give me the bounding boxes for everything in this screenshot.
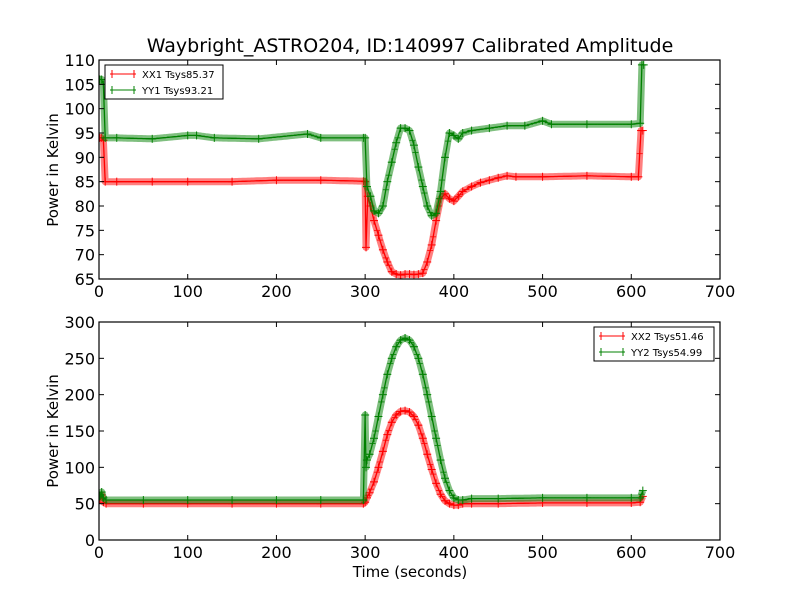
data-point-xx1 [454,192,463,201]
data-point-xx2 [436,490,445,499]
data-point-yy2 [387,354,396,363]
top-subplot: 0 100 200 300 400 500 600 700 65 70 75 80 85 90 95 100 1… [44,51,735,301]
data-point-yy2 [638,486,647,495]
y-tick-label: 150 [64,422,95,441]
data-point-yy2 [396,336,405,345]
y-tick-label: 0 [85,531,95,550]
y-tick-label: 65 [75,270,95,289]
x-tick-label: 600 [616,282,647,301]
x-tick-label: 100 [172,543,203,562]
x-tick-label: 100 [172,282,203,301]
top-legend-label-xx1: XX1 Tsys85.37 [142,70,215,81]
data-point-xx1 [427,240,436,249]
data-point-yy1 [436,187,445,196]
data-point-xx1 [467,182,476,191]
y-tick-label: 110 [64,51,95,70]
bottom-legend-label-yy2: YY2 Tsys54.99 [630,348,702,359]
bottom-subplot: 0 100 200 300 400 500 600 700 0 50 100 150 200 250 300… [44,313,735,581]
x-tick-label: 700 [705,282,736,301]
x-tick-label: 300 [350,543,381,562]
data-point-xx1 [362,243,371,252]
x-tick-label: 300 [350,282,381,301]
data-point-xx1 [374,231,383,240]
y-tick-label: 80 [75,197,95,216]
y-tick-label: 90 [75,148,95,167]
data-point-xx2 [427,465,436,474]
data-point-yy1 [538,116,547,125]
data-point-yy1 [383,177,392,186]
series-line-yy2 [99,337,644,501]
x-tick-label: 600 [616,543,647,562]
x-tick-label: 200 [261,543,292,562]
y-tick-label: 70 [75,246,95,265]
bottom-legend: XX2 Tsys51.46 YY2 Tsys54.99 [593,326,715,362]
y-tick-label: 300 [64,313,95,332]
x-tick-label: 0 [94,282,104,301]
y-tick-label: 250 [64,349,95,368]
bottom-ticks: 0 100 200 300 400 500 600 700 0 50 100 150 200 250 300 [64,313,735,562]
data-point-xx1 [383,257,392,266]
data-point-xx2 [383,430,392,439]
series-band-yy2 [99,334,647,504]
data-point-xx2 [374,463,383,472]
data-point-yy1 [418,182,427,191]
top-series-layer [99,60,648,279]
data-point-xx1 [485,176,494,185]
data-point-yy2 [405,336,414,345]
data-point-yy1 [392,138,401,147]
x-tick-label: 200 [261,282,292,301]
y-tick-label: 100 [64,100,95,119]
bottom-y-axis-label: Power in Kelvin [44,374,62,488]
data-point-yy2 [370,434,379,443]
data-point-yy2 [414,354,423,363]
y-tick-label: 100 [64,458,95,477]
x-tick-label: 0 [94,543,104,562]
x-axis-label: Time (seconds) [352,563,468,581]
y-tick-label: 75 [75,221,95,240]
data-point-xx2 [418,434,427,443]
bottom-legend-box [593,326,715,362]
data-point-xx2 [445,499,454,508]
x-tick-label: 700 [705,543,736,562]
data-point-yy2 [432,434,441,443]
bottom-legend-label-xx2: XX2 Tsys51.46 [631,332,704,343]
data-point-yy1 [427,211,436,220]
y-tick-label: 50 [75,495,95,514]
x-tick-label: 500 [527,282,558,301]
x-tick-label: 500 [527,543,558,562]
top-y-axis-label: Power in Kelvin [44,113,62,227]
top-legend-box [104,64,224,100]
x-tick-label: 400 [439,282,470,301]
top-plot-frame [98,59,721,280]
top-legend: XX1 Tsys85.37 YY1 Tsys93.21 [104,64,224,100]
y-tick-label: 200 [64,386,95,405]
data-point-yy2 [362,463,371,472]
y-tick-label: 95 [75,124,95,143]
data-point-yy1 [409,141,418,150]
top-legend-label-yy1: YY1 Tsys93.21 [141,86,213,97]
y-tick-label: 105 [64,75,95,94]
x-tick-label: 400 [439,543,470,562]
y-tick-label: 85 [75,173,95,192]
top-series-clip [99,60,648,279]
data-point-yy2 [378,390,387,399]
chart-title: Waybright_ASTRO204, ID:140997 Calibrated… [147,35,674,57]
bottom-series-clip [99,333,647,510]
bottom-series-layer [99,333,647,510]
data-point-yy1 [454,134,463,143]
data-point-yy2 [99,488,106,497]
data-point-yy1 [445,129,454,137]
data-point-yy2 [440,474,449,483]
data-point-yy2 [423,390,432,399]
top-ticks: 0 100 200 300 400 500 600 700 65 70 75 80 85 90 95 100 1… [64,51,735,301]
data-point-xx1 [445,194,454,203]
